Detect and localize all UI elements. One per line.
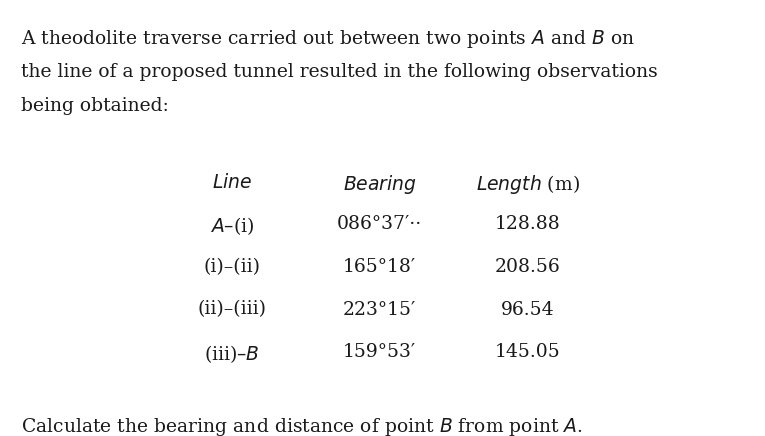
Text: being obtained:: being obtained: (21, 98, 169, 116)
Text: (iii)–$\mathit{B}$: (iii)–$\mathit{B}$ (204, 343, 260, 365)
Text: (ii)–(iii): (ii)–(iii) (197, 300, 266, 319)
Text: Calculate the bearing and distance of point $\mathit{B}$ from point $\mathit{A}$: Calculate the bearing and distance of po… (21, 416, 583, 436)
Text: A theodolite traverse carried out between two points $\mathit{A}$ and $\mathit{B: A theodolite traverse carried out betwee… (21, 28, 635, 51)
Text: $\mathit{Line}$: $\mathit{Line}$ (212, 173, 252, 191)
Text: 128.88: 128.88 (495, 215, 561, 233)
Text: $\mathit{Length}$ (m): $\mathit{Length}$ (m) (476, 173, 579, 196)
Text: 208.56: 208.56 (495, 258, 561, 276)
Text: the line of a proposed tunnel resulted in the following observations: the line of a proposed tunnel resulted i… (21, 63, 658, 81)
Text: 223°15′: 223°15′ (343, 300, 416, 319)
Text: $\mathit{Bearing}$: $\mathit{Bearing}$ (343, 173, 417, 196)
Text: 159°53′: 159°53′ (343, 343, 416, 361)
Text: 086°37′··: 086°37′·· (337, 215, 422, 233)
Text: (i)–(ii): (i)–(ii) (203, 258, 261, 276)
Text: 165°18′: 165°18′ (343, 258, 416, 276)
Text: $\mathit{A}$–(i): $\mathit{A}$–(i) (210, 215, 254, 237)
Text: 96.54: 96.54 (500, 300, 555, 319)
Text: 145.05: 145.05 (495, 343, 561, 361)
